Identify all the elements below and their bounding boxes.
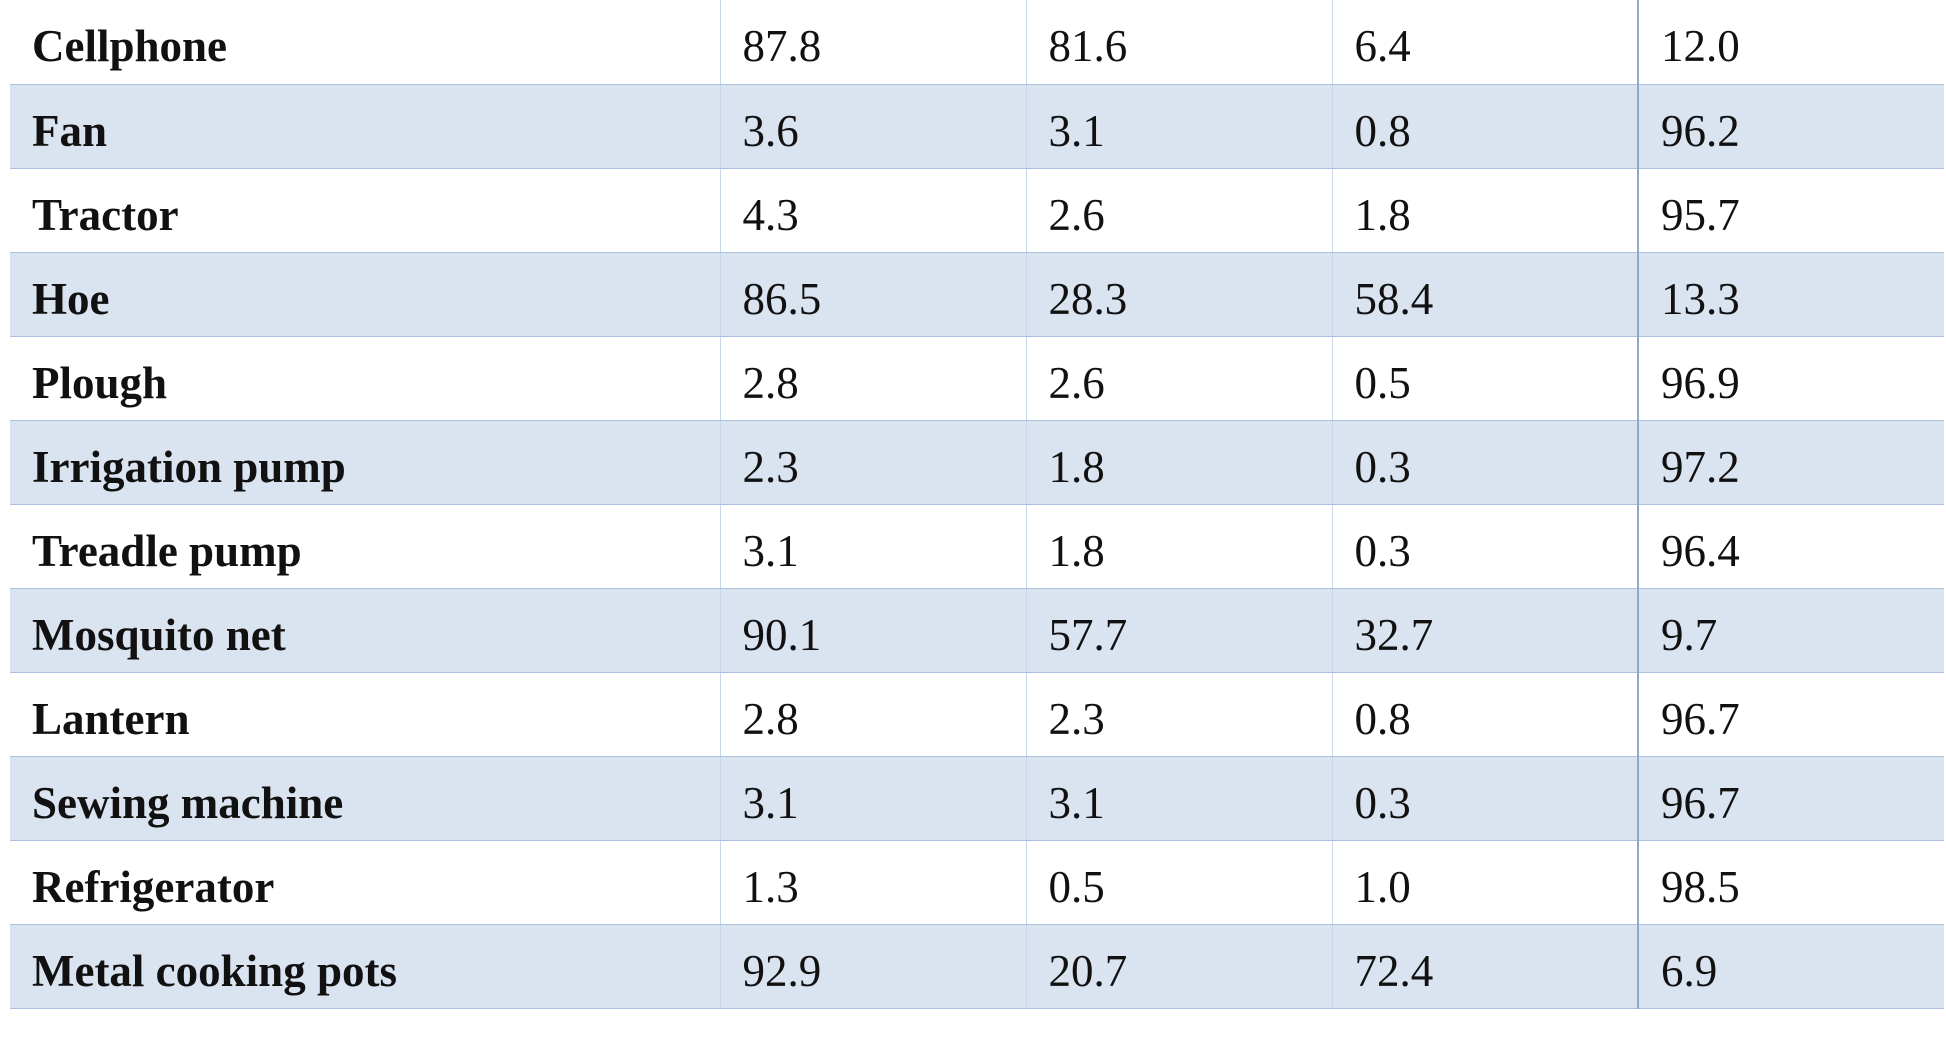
table-cell: 6.9 (1637, 924, 1944, 1009)
table-cell: 58.4 (1331, 252, 1638, 337)
table-cell: 2.6 (1025, 336, 1332, 421)
table-cell: 57.7 (1025, 588, 1332, 673)
table-cell: 96.2 (1637, 84, 1944, 169)
table-cell: 6.4 (1331, 0, 1638, 85)
table-row: Hoe 86.5 28.3 58.4 13.3 (10, 252, 1944, 337)
row-label: Mosquito net (10, 588, 720, 673)
table-cell: 1.0 (1331, 840, 1638, 925)
row-label: Irrigation pump (10, 420, 720, 505)
table-cell: 2.3 (719, 420, 1026, 505)
row-label: Lantern (10, 672, 720, 757)
table-cell: 72.4 (1331, 924, 1638, 1009)
table-row: Mosquito net 90.1 57.7 32.7 9.7 (10, 588, 1944, 673)
table-cell: 3.6 (719, 84, 1026, 169)
table-cell: 32.7 (1331, 588, 1638, 673)
table-cell: 0.3 (1331, 420, 1638, 505)
table-cell: 87.8 (719, 0, 1026, 85)
table-cell: 13.3 (1637, 252, 1944, 337)
row-label: Tractor (10, 168, 720, 253)
table-container: Cellphone 87.8 81.6 6.4 12.0 Fan 3.6 3.1 0.8 96.2… (10, 0, 1944, 1009)
table-cell: 81.6 (1025, 0, 1332, 85)
row-label: Plough (10, 336, 720, 421)
table-row: Refrigerator 1.3 0.5 1.0 98.5 (10, 840, 1944, 925)
table-row: Plough 2.8 2.6 0.5 96.9 (10, 336, 1944, 421)
table-row: Treadle pump 3.1 1.8 0.3 96.4 (10, 504, 1944, 589)
table-row: Metal cooking pots 92.9 20.7 72.4 6.9 (10, 924, 1944, 1009)
table-cell: 1.3 (719, 840, 1026, 925)
row-label: Treadle pump (10, 504, 720, 589)
table-cell: 1.8 (1025, 420, 1332, 505)
table-cell: 96.4 (1637, 504, 1944, 589)
table-cell: 98.5 (1637, 840, 1944, 925)
table-cell: 92.9 (719, 924, 1026, 1009)
row-label: Metal cooking pots (10, 924, 720, 1009)
table-cell: 3.1 (719, 504, 1026, 589)
row-label: Cellphone (10, 0, 720, 85)
table-cell: 28.3 (1025, 252, 1332, 337)
table-cell: 96.7 (1637, 672, 1944, 757)
table-cell: 3.1 (719, 756, 1026, 841)
table-cell: 86.5 (719, 252, 1026, 337)
table-cell: 3.1 (1025, 84, 1332, 169)
table-row: Tractor 4.3 2.6 1.8 95.7 (10, 168, 1944, 253)
table-cell: 3.1 (1025, 756, 1332, 841)
table-cell: 4.3 (719, 168, 1026, 253)
table-row: Irrigation pump 2.3 1.8 0.3 97.2 (10, 420, 1944, 505)
table-cell: 0.3 (1331, 756, 1638, 841)
table-row: Fan 3.6 3.1 0.8 96.2 (10, 84, 1944, 169)
table-cell: 95.7 (1637, 168, 1944, 253)
table-cell: 2.6 (1025, 168, 1332, 253)
table-cell: 20.7 (1025, 924, 1332, 1009)
table-cell: 0.8 (1331, 672, 1638, 757)
table-cell: 97.2 (1637, 420, 1944, 505)
table-cell: 90.1 (719, 588, 1026, 673)
row-label: Refrigerator (10, 840, 720, 925)
table-cell: 1.8 (1331, 168, 1638, 253)
table-cell: 96.7 (1637, 756, 1944, 841)
table-cell: 2.3 (1025, 672, 1332, 757)
table-body: Cellphone 87.8 81.6 6.4 12.0 Fan 3.6 3.1 0.8 96.2… (10, 0, 1944, 1009)
table-cell: 0.3 (1331, 504, 1638, 589)
row-label: Hoe (10, 252, 720, 337)
table-cell: 0.5 (1025, 840, 1332, 925)
table-cell: 2.8 (719, 672, 1026, 757)
table-cell: 96.9 (1637, 336, 1944, 421)
table-row: Cellphone 87.8 81.6 6.4 12.0 (10, 0, 1944, 85)
table-cell: 12.0 (1637, 0, 1944, 85)
table-cell: 0.8 (1331, 84, 1638, 169)
data-table: Cellphone 87.8 81.6 6.4 12.0 Fan 3.6 3.1 0.8 96.2… (10, 0, 1944, 1009)
table-cell: 0.5 (1331, 336, 1638, 421)
table-cell: 1.8 (1025, 504, 1332, 589)
table-row: Lantern 2.8 2.3 0.8 96.7 (10, 672, 1944, 757)
table-cell: 9.7 (1637, 588, 1944, 673)
row-label: Fan (10, 84, 720, 169)
row-label: Sewing machine (10, 756, 720, 841)
table-cell: 2.8 (719, 336, 1026, 421)
table-row: Sewing machine 3.1 3.1 0.3 96.7 (10, 756, 1944, 841)
